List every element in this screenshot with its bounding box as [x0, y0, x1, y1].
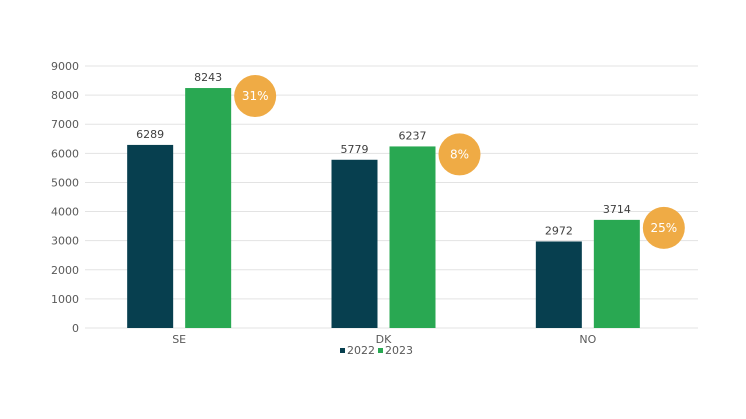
- legend-swatch-2022: [340, 348, 345, 353]
- category-label-dk: DK: [376, 333, 392, 346]
- y-tick-label-5000: 5000: [51, 176, 79, 189]
- growth-badge-label-dk: 8%: [450, 147, 469, 161]
- growth-badge-label-se: 31%: [242, 89, 269, 103]
- legend: 2022 2023: [340, 344, 413, 357]
- y-tick-label-2000: 2000: [51, 264, 79, 277]
- bar-dk-2023: [389, 146, 436, 328]
- growth-badges: 31% 8% 25%: [234, 75, 685, 249]
- bar-se-2022: [127, 144, 174, 328]
- y-axis-ticks: 0 1000 2000 3000 4000 5000 6000 7000 8000 9000: [51, 60, 79, 335]
- growth-badge-label-no: 25%: [650, 221, 677, 235]
- bar-se-2023: [185, 88, 232, 328]
- data-label-se-2022: 6289: [136, 128, 164, 141]
- legend-label-2022: 2022: [347, 344, 375, 357]
- bar-no-2023: [593, 219, 640, 328]
- data-labels: 6289 8243 5779 6237 2972 3714: [136, 71, 631, 237]
- y-tick-label-8000: 8000: [51, 89, 79, 102]
- category-label-se: SE: [172, 333, 186, 346]
- y-tick-label-0: 0: [72, 322, 79, 335]
- category-label-no: NO: [579, 333, 596, 346]
- growth-badge-dk: [438, 133, 481, 176]
- bar-no-2022: [535, 241, 582, 328]
- growth-badge-no: [642, 206, 685, 249]
- y-tick-label-6000: 6000: [51, 147, 79, 160]
- bar-dk-2022: [331, 159, 378, 328]
- growth-badge-se: [234, 75, 277, 118]
- data-label-dk-2022: 5779: [341, 143, 369, 156]
- y-tick-label-3000: 3000: [51, 235, 79, 248]
- y-tick-label-1000: 1000: [51, 293, 79, 306]
- data-label-se-2023: 8243: [194, 71, 222, 84]
- x-axis-categories: SE DK NO: [172, 333, 596, 346]
- y-tick-label-4000: 4000: [51, 206, 79, 219]
- y-tick-label-9000: 9000: [51, 60, 79, 73]
- data-label-no-2023: 3714: [603, 203, 631, 216]
- legend-swatch-2023: [378, 348, 383, 353]
- bars: [127, 88, 640, 328]
- data-label-dk-2023: 6237: [399, 129, 427, 142]
- y-tick-label-7000: 7000: [51, 118, 79, 131]
- legend-label-2023: 2023: [385, 344, 413, 357]
- data-label-no-2022: 2972: [545, 224, 573, 237]
